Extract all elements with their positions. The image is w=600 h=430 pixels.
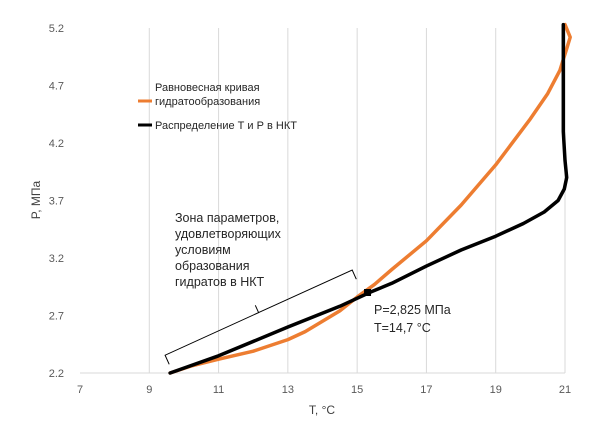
y-tick-label: 2.7: [49, 311, 64, 323]
plot-area: [164, 22, 572, 375]
x-tick-label: 9: [146, 384, 152, 396]
intersection-marker: [364, 289, 372, 296]
series-equilibrium-line: [168, 22, 572, 375]
series-tubing-line: [168, 22, 569, 375]
x-tick-label: 19: [490, 384, 502, 396]
zone-text-line: Зона параметров,: [175, 211, 279, 225]
zone-text-line: гидратов в НКТ: [175, 275, 265, 289]
zone-text-line: удовлетворяющих: [175, 227, 282, 241]
x-tick-label: 11: [213, 384, 224, 396]
y-tick-label: 4.2: [49, 138, 64, 150]
point-annotation: Р=2,825 МПа Т=14,7 °С: [374, 303, 454, 335]
x-tick-labels: 7 9 11 13 15 17 19 21: [77, 384, 571, 396]
x-axis-title: T, °C: [309, 403, 335, 417]
x-tick-label: 7: [77, 384, 83, 396]
legend: Равновесная кривая гидратообразования Ра…: [138, 82, 297, 132]
x-tick-label: 13: [282, 384, 294, 396]
point-label-pressure: Р=2,825 МПа: [374, 303, 451, 317]
y-tick-label: 3.2: [49, 253, 64, 265]
x-tick-label: 17: [420, 384, 432, 396]
point-label: Р=2,825 МПа Т=14,7 °С: [374, 303, 454, 335]
zone-text-line: условиям: [175, 243, 231, 257]
x-tick-label: 15: [351, 384, 363, 396]
y-axis-title: P, МПа: [29, 180, 43, 219]
zone-annotation: Зона параметров, удовлетворяющих условия…: [175, 211, 284, 289]
y-tick-label: 3.7: [49, 196, 64, 208]
y-tick-label: 5.2: [49, 23, 64, 35]
point-label-temperature: Т=14,7 °С: [374, 321, 431, 335]
legend-label-equilibrium: Равновесная кривая гидратообразования: [155, 82, 263, 108]
legend-label-tubing: Распределение Т и Р в НКТ: [155, 120, 297, 132]
y-tick-labels: 2.2 2.7 3.2 3.7 4.2 4.7 5.2: [49, 23, 64, 380]
x-tick-label: 21: [559, 384, 571, 396]
y-tick-label: 4.7: [49, 81, 64, 93]
y-tick-label: 2.2: [49, 368, 64, 380]
zone-text: Зона параметров, удовлетворяющих условия…: [175, 211, 284, 289]
zone-text-line: образования: [175, 259, 250, 273]
legend-label-line-2: гидратообразования: [155, 96, 260, 108]
legend-label-line-1: Равновесная кривая: [155, 82, 260, 94]
zone-bracket: [164, 269, 357, 365]
